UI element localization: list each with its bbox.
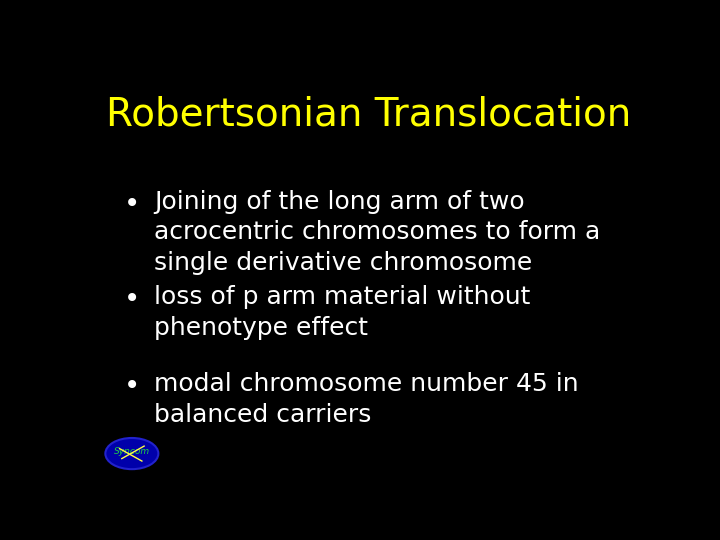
- Ellipse shape: [105, 438, 158, 469]
- Text: Robertsonian Translocation: Robertsonian Translocation: [107, 96, 631, 134]
- Text: loss of p arm material without
phenotype effect: loss of p arm material without phenotype…: [154, 285, 531, 340]
- Text: •: •: [124, 373, 140, 401]
- Text: Joining of the long arm of two
acrocentric chromosomes to form a
single derivati: Joining of the long arm of two acrocentr…: [154, 190, 600, 275]
- Text: modal chromosome number 45 in
balanced carriers: modal chromosome number 45 in balanced c…: [154, 373, 579, 427]
- Text: Syncom: Syncom: [114, 447, 150, 456]
- Text: •: •: [124, 190, 140, 218]
- Text: •: •: [124, 285, 140, 313]
